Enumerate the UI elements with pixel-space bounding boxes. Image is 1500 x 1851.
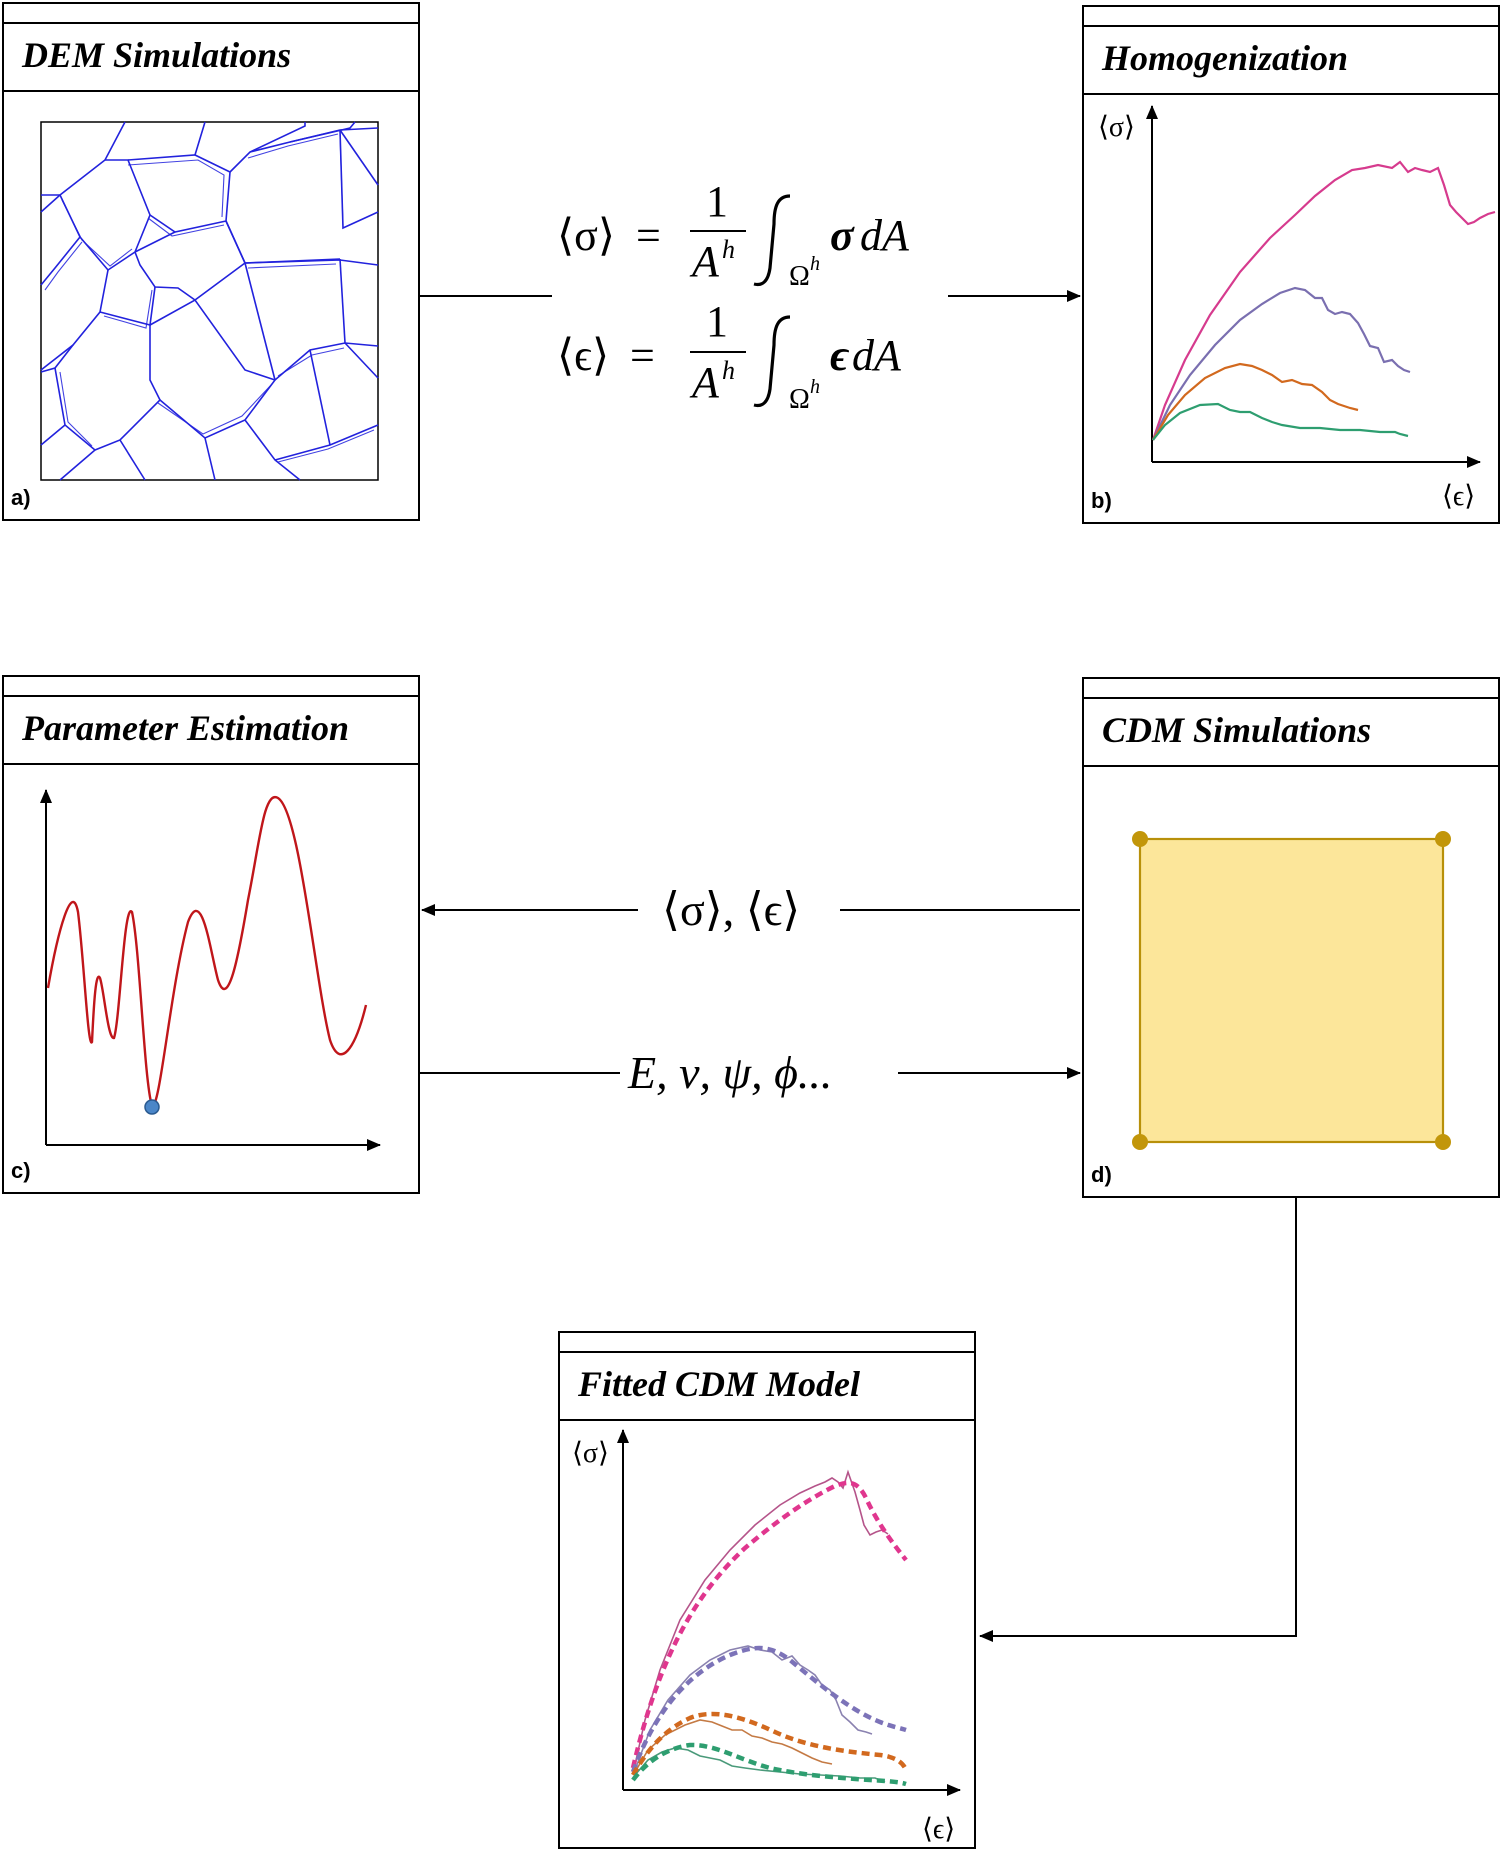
panel-title: Homogenization	[1102, 38, 1349, 78]
eq-domain-sup: h	[810, 253, 820, 275]
eq-area: A	[689, 237, 720, 286]
panel-title: Parameter Estimation	[22, 708, 350, 748]
panel-parameter-estimation: Parameter Estimation c)	[2, 675, 420, 1194]
homogenization-plot: ⟨σ⟩ ⟨ϵ⟩	[1098, 105, 1496, 512]
curve-green	[1152, 402, 1409, 441]
curve-orange-dem	[634, 1719, 833, 1773]
eq-domain: Ω	[789, 261, 810, 292]
fitted-model-plot: ⟨σ⟩ ⟨ϵ⟩	[572, 1429, 961, 1845]
eq-numerator: 1	[706, 177, 728, 226]
curve-green-dem	[634, 1747, 886, 1783]
panel-top-bar	[1084, 7, 1498, 27]
eq-dA: dA	[852, 331, 902, 380]
optimization-plot	[40, 789, 381, 1151]
curve-orange	[1152, 362, 1359, 441]
eq-var-sigma: σ	[830, 211, 855, 260]
arrow-to-fitted-model	[979, 1198, 1297, 1642]
curve-orange-fit	[631, 1711, 909, 1777]
global-minimum-marker	[144, 1099, 160, 1115]
eq-var-epsilon: ϵ	[830, 331, 850, 380]
eq-area-sup: h	[722, 356, 735, 385]
panel-label: a)	[11, 485, 31, 510]
curve-purple-fit	[630, 1645, 907, 1773]
finite-element-square	[1138, 837, 1445, 1144]
x-axis-label: ⟨ϵ⟩	[1442, 481, 1475, 512]
arrow-label-parameters: E, ν, ψ, ϕ...	[627, 1047, 832, 1098]
x-axis-label: ⟨ϵ⟩	[922, 1814, 955, 1845]
y-axis-label: ⟨σ⟩	[572, 1438, 609, 1469]
element-node	[1132, 831, 1148, 847]
eq-lhs-stress: ⟨σ⟩	[557, 211, 615, 260]
panel-label: b)	[1091, 488, 1112, 513]
eq-area-sup: h	[722, 235, 735, 264]
panel-top-bar	[1084, 679, 1498, 699]
y-axis-label: ⟨σ⟩	[1098, 112, 1135, 143]
objective-function-curve	[46, 795, 368, 1108]
element-node	[1435, 1134, 1451, 1150]
panel-title: DEM Simulations	[22, 35, 292, 75]
panel-title-bar: Homogenization	[1084, 25, 1498, 95]
panel-top-bar	[4, 4, 418, 24]
eq-dA: dA	[860, 211, 910, 260]
panel-title-bar: Fitted CDM Model	[560, 1351, 974, 1421]
eq-domain-sup: h	[810, 376, 820, 398]
panel-title-bar: DEM Simulations	[4, 22, 418, 92]
curve-purple-dem	[634, 1645, 873, 1771]
panel-top-bar	[560, 1333, 974, 1353]
panel-title-bar: CDM Simulations	[1084, 697, 1498, 767]
panel-title: Fitted CDM Model	[578, 1364, 861, 1404]
curve-purple	[1152, 286, 1411, 441]
curve-pink	[1151, 160, 1496, 441]
strain-equation: ⟨ϵ⟩ = 1 A h Ω h ϵ dA	[557, 297, 902, 415]
panel-title: CDM Simulations	[1102, 710, 1372, 750]
panel-fitted-cdm-model: Fitted CDM Model	[558, 1331, 976, 1849]
element-node	[1435, 831, 1451, 847]
eq-equals: =	[630, 331, 655, 380]
curve-pink-fit	[630, 1480, 908, 1769]
eq-domain: Ω	[789, 384, 810, 415]
eq-numerator: 1	[706, 297, 728, 346]
curve-green-fit	[631, 1742, 907, 1787]
grain-mesh-image	[40, 121, 379, 481]
eq-lhs-strain: ⟨ϵ⟩	[557, 331, 609, 380]
eq-equals: =	[636, 211, 661, 260]
cdm-element	[1132, 831, 1451, 1150]
stress-equation: ⟨σ⟩ = 1 A h Ω h σ dA	[557, 177, 910, 292]
arrow-label-homogenized: ⟨σ⟩, ⟨ϵ⟩	[662, 884, 800, 935]
panel-title-bar: Parameter Estimation	[4, 695, 418, 765]
panel-label: c)	[11, 1158, 31, 1183]
panel-top-bar	[4, 677, 418, 697]
panel-label: d)	[1091, 1162, 1112, 1187]
element-node	[1132, 1134, 1148, 1150]
curve-pink-dem	[634, 1469, 889, 1766]
eq-area: A	[689, 358, 720, 407]
